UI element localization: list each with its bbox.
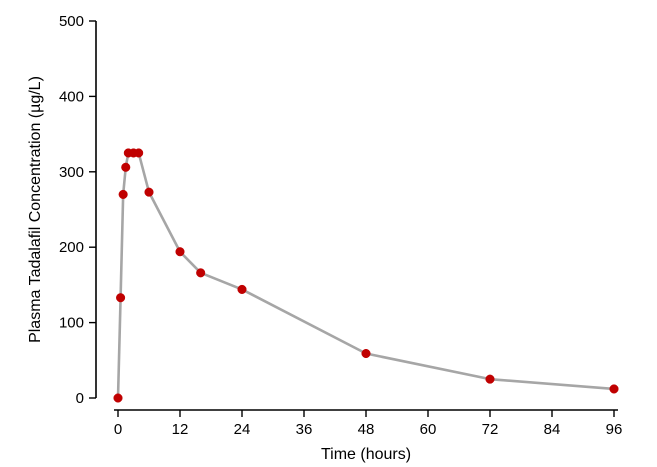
series-line — [116, 151, 616, 400]
data-point — [485, 374, 495, 384]
x-tick-label: 72 — [482, 421, 499, 438]
y-tick-label: 500 — [59, 13, 84, 30]
y-axis: 0 100 200 300 400 500 — [59, 13, 97, 407]
data-point — [116, 293, 126, 303]
y-axis-title: Plasma Tadalafil Concentration (µg/L) — [27, 76, 44, 343]
x-axis-title: Time (hours) — [321, 446, 411, 463]
x-tick-label: 84 — [544, 421, 561, 438]
data-point — [134, 148, 144, 158]
y-tick-label: 400 — [59, 88, 84, 105]
data-point — [121, 162, 131, 172]
x-tick-label: 0 — [114, 421, 122, 438]
data-point — [144, 187, 154, 197]
data-point — [118, 189, 128, 199]
x-tick-label: 36 — [296, 421, 313, 438]
x-axis: 0 12 24 36 48 60 72 84 96 — [114, 409, 623, 438]
x-tick-label: 24 — [234, 421, 251, 438]
y-tick-label: 100 — [59, 315, 84, 332]
x-tick-label: 96 — [606, 421, 623, 438]
data-point — [175, 247, 185, 257]
data-point — [609, 384, 619, 394]
x-tick-label: 12 — [172, 421, 189, 438]
data-point — [237, 284, 247, 294]
data-point — [361, 348, 371, 359]
data-point — [196, 268, 206, 278]
data-point — [113, 393, 123, 403]
y-tick-label: 200 — [59, 239, 84, 256]
series-1 — [113, 148, 619, 403]
x-tick-label: 60 — [420, 421, 437, 438]
x-tick-label: 48 — [358, 421, 375, 438]
y-tick-label: 300 — [59, 164, 84, 181]
y-tick-label: 0 — [76, 390, 84, 407]
